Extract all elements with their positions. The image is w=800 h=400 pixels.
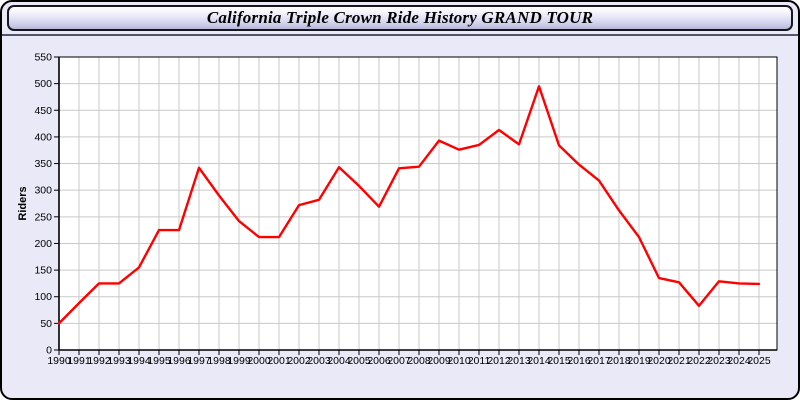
svg-text:2014: 2014 (527, 355, 551, 367)
svg-text:2006: 2006 (367, 355, 391, 367)
svg-text:2008: 2008 (407, 355, 431, 367)
svg-text:1993: 1993 (107, 355, 131, 367)
svg-text:2007: 2007 (387, 355, 411, 367)
page-title: California Triple Crown Ride History GRA… (206, 8, 594, 27)
svg-text:2003: 2003 (307, 355, 331, 367)
svg-text:300: 300 (34, 185, 52, 197)
svg-text:2016: 2016 (567, 355, 591, 367)
svg-text:1998: 1998 (207, 355, 231, 367)
svg-text:2020: 2020 (647, 355, 671, 367)
svg-text:1994: 1994 (127, 355, 151, 367)
svg-text:100: 100 (34, 291, 52, 303)
svg-text:1995: 1995 (147, 355, 171, 367)
svg-text:2019: 2019 (627, 355, 651, 367)
svg-text:1990: 1990 (47, 355, 71, 367)
svg-text:250: 250 (34, 211, 52, 223)
svg-text:2005: 2005 (347, 355, 371, 367)
svg-text:2004: 2004 (327, 355, 351, 367)
svg-text:2012: 2012 (487, 355, 511, 367)
svg-text:1992: 1992 (87, 355, 111, 367)
svg-text:400: 400 (34, 131, 52, 143)
title-bar: California Triple Crown Ride History GRA… (7, 5, 793, 31)
riders-line-series (57, 85, 761, 325)
svg-text:200: 200 (34, 238, 52, 250)
gridlines (59, 57, 777, 350)
y-axis-labels: 0 50 100 150 200 250 300 350 400 450 500 550 (34, 52, 52, 357)
y-axis-title: Riders (17, 186, 29, 220)
svg-text:2018: 2018 (607, 355, 631, 367)
svg-text:1996: 1996 (167, 355, 191, 367)
svg-text:1999: 1999 (227, 355, 251, 367)
svg-text:2013: 2013 (507, 355, 531, 367)
svg-text:450: 450 (34, 105, 52, 117)
svg-text:500: 500 (34, 78, 52, 90)
header: California Triple Crown Ride History GRA… (2, 2, 798, 36)
svg-text:2024: 2024 (727, 355, 751, 367)
svg-text:50: 50 (40, 318, 52, 330)
svg-text:2015: 2015 (547, 355, 571, 367)
svg-text:2001: 2001 (267, 355, 291, 367)
svg-text:550: 550 (34, 52, 52, 64)
svg-text:2000: 2000 (247, 355, 271, 367)
svg-text:2017: 2017 (587, 355, 611, 367)
svg-text:2022: 2022 (687, 355, 711, 367)
svg-text:2002: 2002 (287, 355, 311, 367)
svg-text:2023: 2023 (707, 355, 731, 367)
tick-marks (54, 56, 760, 355)
axes (58, 56, 777, 351)
svg-text:1991: 1991 (67, 355, 91, 367)
svg-text:2021: 2021 (667, 355, 691, 367)
svg-text:1997: 1997 (187, 355, 211, 367)
ride-history-chart: 0501001502002503003504004505005501990199… (17, 52, 778, 367)
plot-background (59, 57, 777, 350)
x-axis-labels: 1990199119921993199419951996199719981999… (47, 355, 771, 367)
svg-text:150: 150 (34, 265, 52, 277)
svg-text:2010: 2010 (447, 355, 471, 367)
svg-text:2011: 2011 (468, 355, 491, 367)
svg-text:2025: 2025 (747, 355, 771, 367)
svg-text:350: 350 (34, 158, 52, 170)
chart-area: 0 50 100 150 200 250 300 350 400 450 500 550 1990 199… (2, 36, 798, 398)
svg-text:0: 0 (46, 345, 52, 357)
svg-text:2009: 2009 (427, 355, 451, 367)
